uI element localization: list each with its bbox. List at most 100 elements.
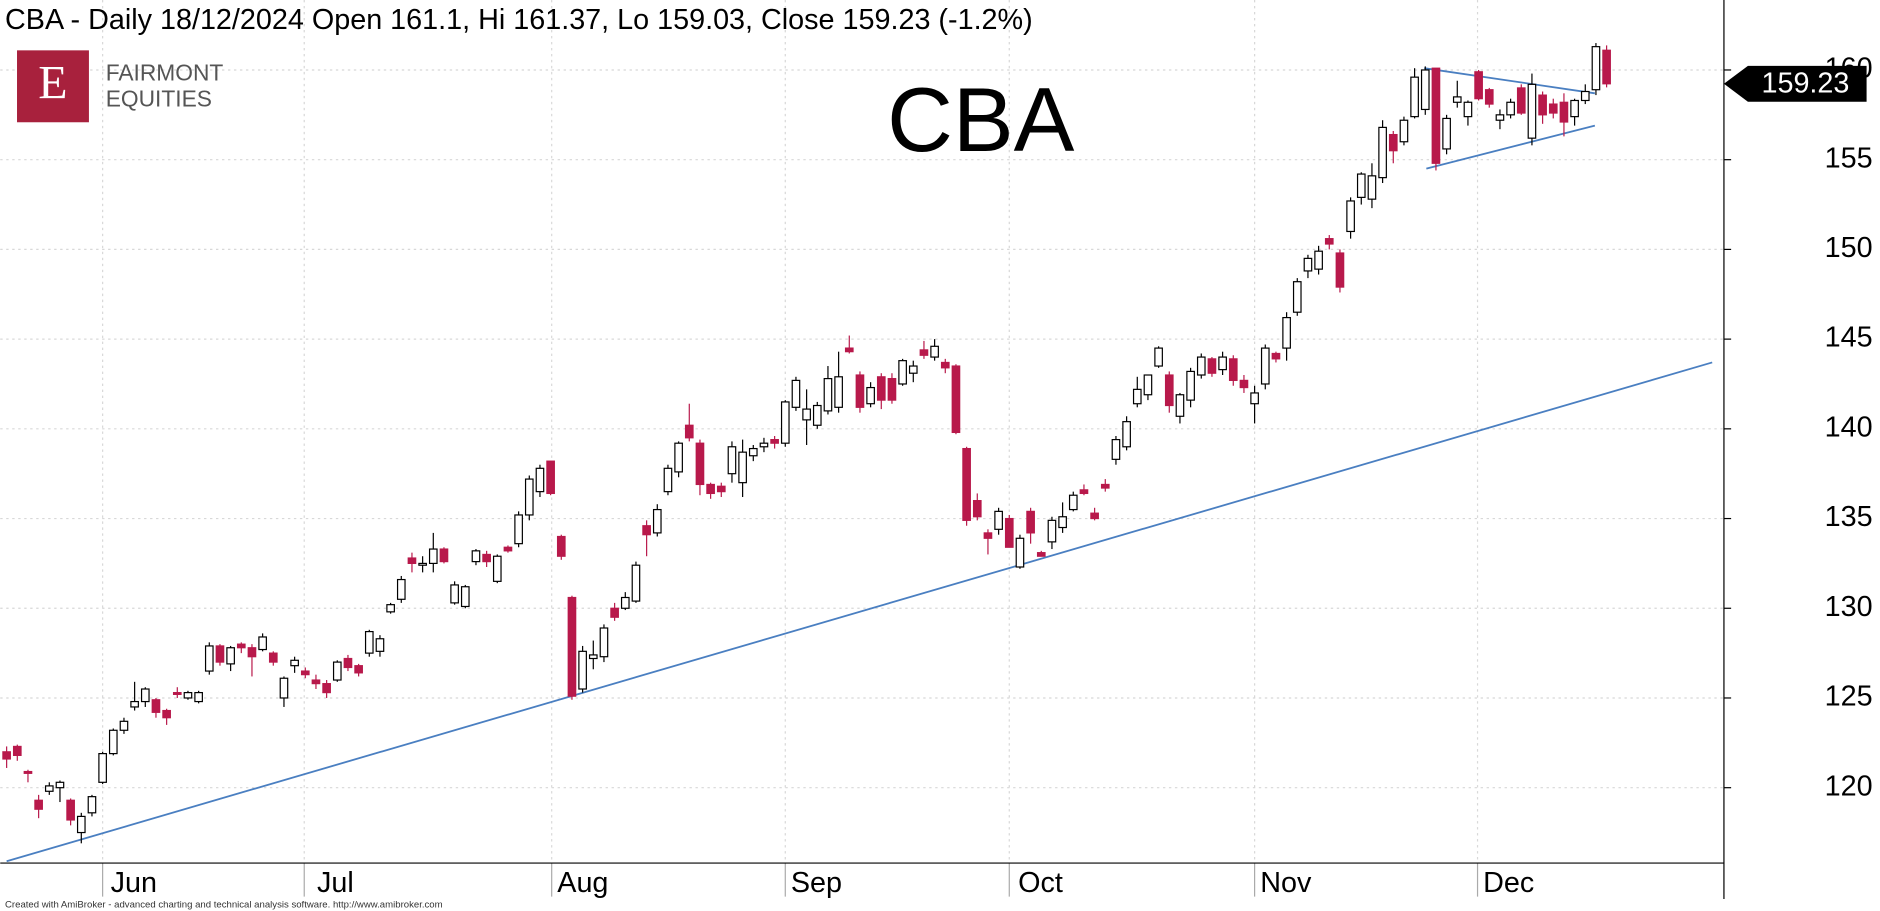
candle-body (1122, 421, 1131, 448)
y-tick-label: 145 (1825, 322, 1873, 354)
candle-body (396, 578, 406, 600)
candle-body (876, 376, 886, 401)
candle-body (940, 361, 950, 369)
candle-body (759, 442, 769, 448)
candle-body (588, 654, 598, 660)
candle-body (364, 630, 374, 654)
candle-body (514, 514, 523, 545)
candle-body (1335, 252, 1345, 288)
candle-body (567, 596, 577, 697)
price-tag-label: 159.23 (1761, 68, 1849, 100)
candle-body (12, 745, 22, 756)
candle-body (1516, 87, 1526, 114)
x-tick-label: Oct (1018, 867, 1063, 899)
candle-body (108, 729, 118, 755)
candle-body (1058, 516, 1067, 529)
candle-body (1602, 49, 1611, 85)
candle-body (1196, 356, 1206, 376)
candle-body (2, 751, 11, 760)
candle-body (855, 374, 865, 408)
candle-body (1228, 358, 1238, 381)
candle-body (482, 553, 491, 563)
candle-body (1580, 90, 1590, 102)
candle-body (1570, 99, 1579, 118)
candle-body (983, 532, 993, 539)
candle-body (300, 670, 310, 676)
candle-body (1324, 238, 1334, 245)
candle-body (642, 525, 651, 536)
x-tick-label: Nov (1260, 867, 1312, 899)
candle-body (1239, 379, 1249, 389)
price-tag (1723, 65, 1867, 102)
candle-body (311, 679, 321, 685)
candle-body (172, 691, 182, 695)
candle-body (748, 447, 758, 457)
candle-body (1346, 200, 1355, 233)
candle-body (695, 442, 705, 486)
candle-body (1442, 117, 1451, 150)
candle-body (247, 647, 257, 658)
candle-body (1452, 96, 1462, 103)
candle-body (1154, 347, 1163, 367)
candle-body (439, 548, 449, 563)
candle-body (1420, 69, 1430, 111)
candle-body (162, 709, 171, 719)
candle-body (1292, 281, 1302, 313)
candle-body (386, 604, 395, 613)
candle-body (1559, 101, 1569, 123)
candle-body (34, 799, 43, 810)
candle-body (1218, 356, 1227, 371)
candle-body (823, 377, 833, 412)
candle-body (908, 365, 918, 374)
candle-body (674, 442, 683, 473)
candle-body (1591, 46, 1601, 91)
candle-body (1143, 374, 1153, 396)
candle-body (1548, 103, 1558, 114)
candle-body (652, 508, 662, 534)
candle-body (834, 376, 843, 408)
candle-body (780, 401, 790, 444)
candle-body (962, 447, 971, 521)
logo-text: FAIRMONT (106, 59, 224, 85)
candle-body (1388, 133, 1398, 152)
candle-body (1495, 114, 1505, 121)
candle-body (972, 500, 982, 518)
candle-body (76, 815, 86, 834)
candle-body (1175, 394, 1185, 417)
y-tick-label: 150 (1825, 232, 1873, 264)
x-tick-label: Aug (557, 867, 608, 899)
candle-body (151, 699, 161, 713)
candle-body (951, 365, 961, 434)
candle-body (620, 596, 630, 609)
candle-body (1090, 512, 1099, 520)
candle-body (119, 720, 129, 731)
candle-body (503, 546, 513, 552)
trendline (1426, 124, 1596, 170)
candle-body (1004, 517, 1014, 548)
candle-body (204, 645, 214, 672)
candle-body (535, 467, 545, 493)
candle-body (1079, 489, 1089, 495)
candle-body (930, 345, 939, 358)
candle-body (1356, 173, 1366, 198)
y-tick-label: 155 (1825, 142, 1873, 174)
candle-body (44, 785, 54, 792)
trendline (6, 361, 1713, 863)
candle-body (1314, 250, 1323, 270)
candle-body (215, 645, 225, 663)
y-tick-label: 125 (1825, 681, 1873, 713)
candle-body (1186, 370, 1195, 401)
chart-title: CBA - Daily 18/12/2024 Open 161.1, Hi 16… (5, 4, 1033, 36)
candle-body (866, 386, 875, 405)
candle-body (87, 796, 97, 814)
candle-body (706, 483, 715, 495)
candle-body (130, 700, 139, 708)
candle-body (1431, 67, 1441, 164)
candle-body (844, 347, 854, 353)
candle-body (460, 586, 470, 608)
candle-body (546, 460, 555, 495)
candle-body (1047, 519, 1057, 543)
candle-body (738, 451, 747, 484)
candle-body (524, 478, 534, 516)
